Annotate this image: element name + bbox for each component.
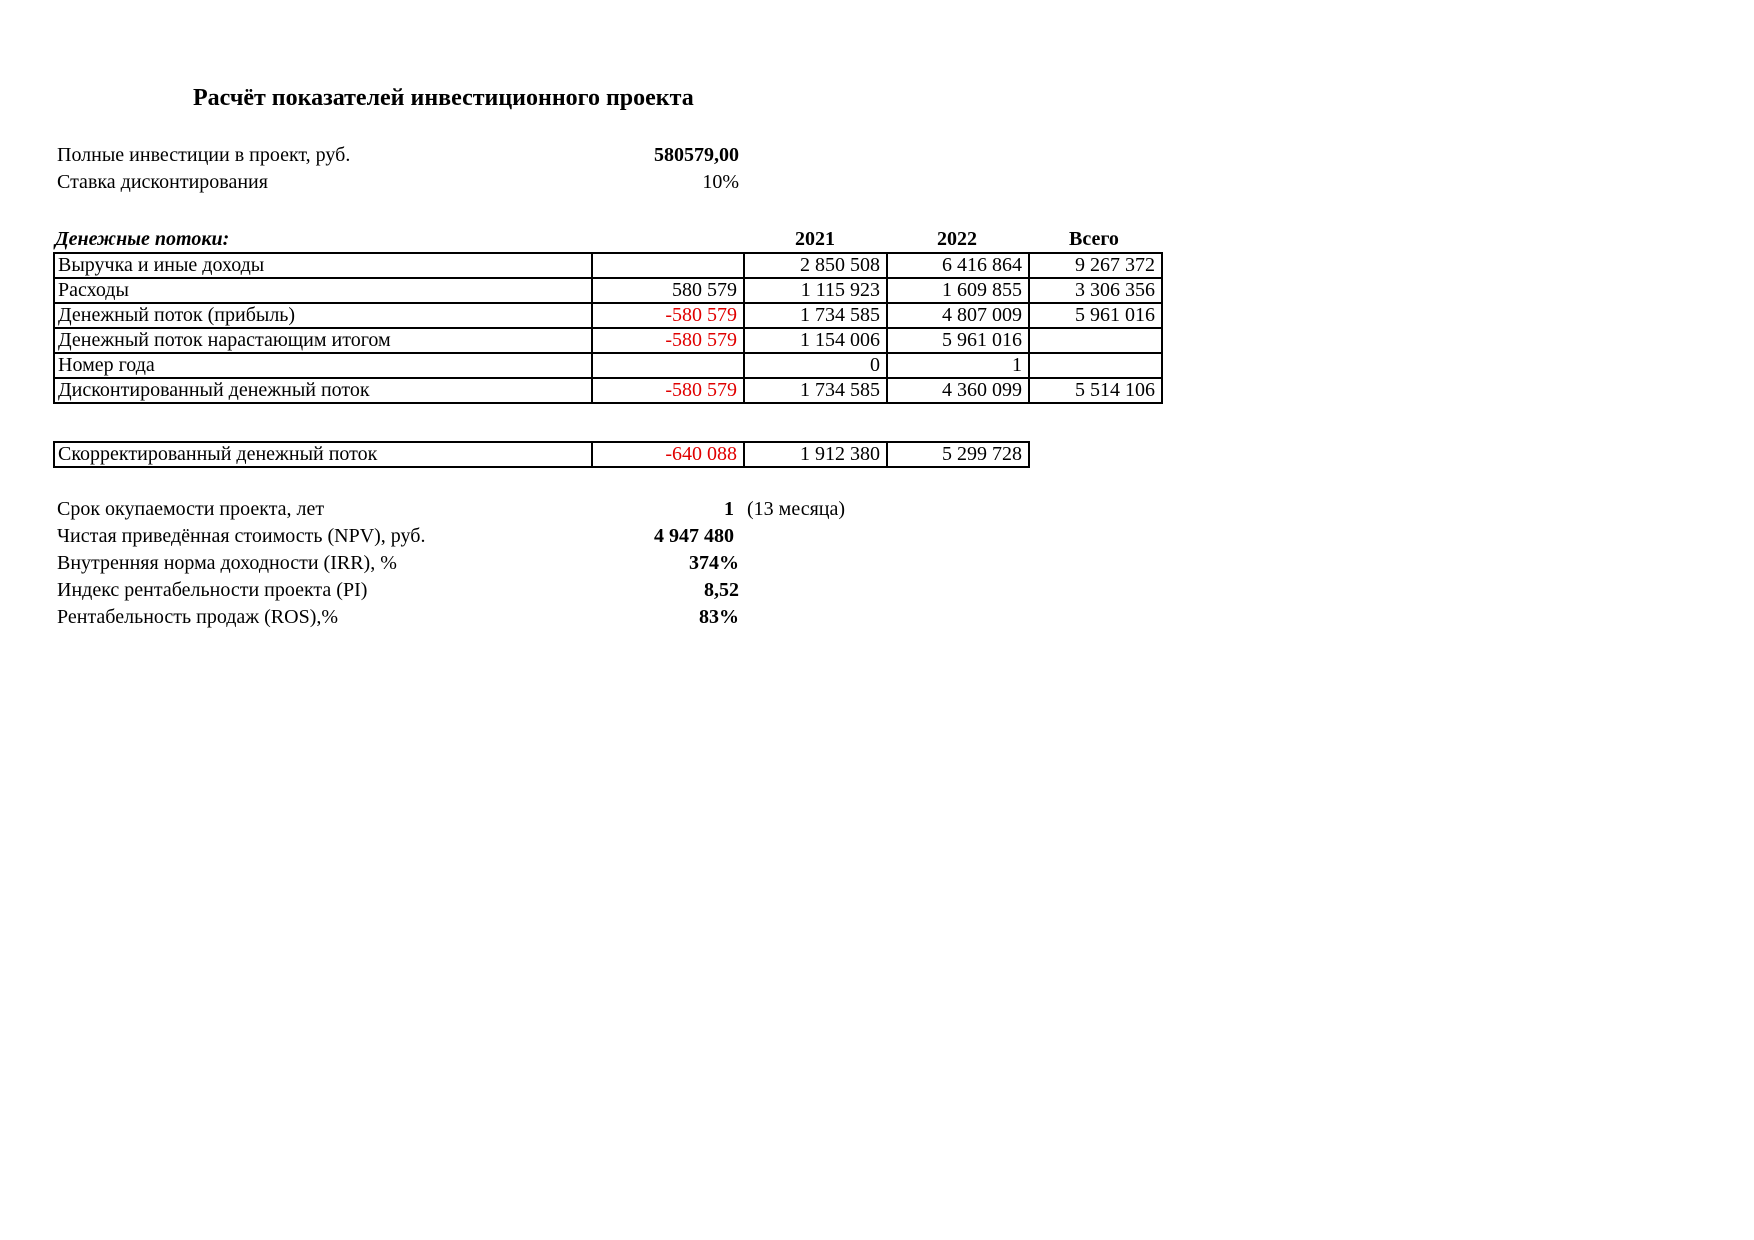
result-label: Рентабельность продаж (ROS),% (57, 606, 339, 628)
cell-2022: 4 807 009 (886, 302, 1030, 329)
table-row: Расходы 580 579 1 115 923 1 609 855 3 306 35… (53, 277, 1163, 304)
table-row: Дисконтированный денежный поток -580 579 1… (53, 377, 1163, 404)
cell-total: 9 267 372 (1028, 252, 1163, 279)
cell-2021: 1 734 585 (743, 377, 888, 404)
cell-2022: 5 961 016 (886, 327, 1030, 354)
cell-2021: 1 154 006 (743, 327, 888, 354)
page-title: Расчёт показателей инвестиционного проек… (193, 85, 694, 111)
result-value: 8,52 (704, 579, 739, 601)
cell-initial: -640 088 (591, 441, 745, 468)
row-label: Дисконтированный денежный поток (53, 377, 593, 404)
result-value: 374% (689, 552, 739, 574)
row-label: Денежный поток (прибыль) (53, 302, 593, 329)
row-label: Скорректированный денежный поток (53, 441, 593, 468)
column-header: 2021 (795, 228, 835, 250)
investment-label: Полные инвестиции в проект, руб. (57, 144, 351, 166)
cell-total: 5 961 016 (1028, 302, 1163, 329)
cell-2021: 1 115 923 (743, 277, 888, 304)
cell-2021: 1 912 380 (743, 441, 888, 468)
cell-total: 3 306 356 (1028, 277, 1163, 304)
row-label: Выручка и иные доходы (53, 252, 593, 279)
result-value: 4 947 480 (654, 525, 734, 547)
cell-total: 5 514 106 (1028, 377, 1163, 404)
cell-total (1028, 327, 1163, 354)
column-header: 2022 (937, 228, 977, 250)
result-label: Внутренняя норма доходности (IRR), % (57, 552, 397, 574)
cell-2022: 1 609 855 (886, 277, 1030, 304)
row-label: Номер года (53, 352, 593, 379)
cell-initial (591, 252, 745, 279)
result-label: Срок окупаемости проекта, лет (57, 498, 325, 520)
adjusted-cashflow-table: Скорректированный денежный поток -640 08… (53, 441, 1030, 468)
discount-rate-value: 10% (702, 171, 739, 193)
investment-value: 580579,00 (654, 144, 739, 166)
cell-initial (591, 352, 745, 379)
cell-total (1028, 352, 1163, 379)
cell-initial: -580 579 (591, 327, 745, 354)
table-row: Скорректированный денежный поток -640 08… (53, 441, 1030, 468)
row-label: Расходы (53, 277, 593, 304)
cell-2021: 1 734 585 (743, 302, 888, 329)
cell-2021: 0 (743, 352, 888, 379)
table-row: Денежный поток (прибыль) -580 579 1 734 58… (53, 302, 1163, 329)
cell-2022: 6 416 864 (886, 252, 1030, 279)
table-row: Денежный поток нарастающим итогом -580 57… (53, 327, 1163, 354)
table-row: Номер года 0 1 (53, 352, 1163, 379)
result-label: Чистая приведённая стоимость (NPV), руб. (57, 525, 426, 547)
cell-2022: 1 (886, 352, 1030, 379)
cell-initial: -580 579 (591, 302, 745, 329)
cell-2022: 5 299 728 (886, 441, 1030, 468)
cashflow-table: Выручка и иные доходы 2 850 508 6 416 864 9… (53, 252, 1163, 404)
discount-rate-label: Ставка дисконтирования (57, 171, 268, 193)
row-label: Денежный поток нарастающим итогом (53, 327, 593, 354)
result-value: 83% (699, 606, 739, 628)
result-note: (13 месяца) (747, 498, 846, 520)
cell-2021: 2 850 508 (743, 252, 888, 279)
cell-initial: 580 579 (591, 277, 745, 304)
cell-initial: -580 579 (591, 377, 745, 404)
result-label: Индекс рентабельности проекта (PI) (57, 579, 368, 601)
cell-2022: 4 360 099 (886, 377, 1030, 404)
result-value: 1 (724, 498, 734, 520)
column-header: Всего (1069, 228, 1119, 250)
table-row: Выручка и иные доходы 2 850 508 6 416 864 9… (53, 252, 1163, 279)
cashflows-heading: Денежные потоки: (55, 228, 230, 250)
